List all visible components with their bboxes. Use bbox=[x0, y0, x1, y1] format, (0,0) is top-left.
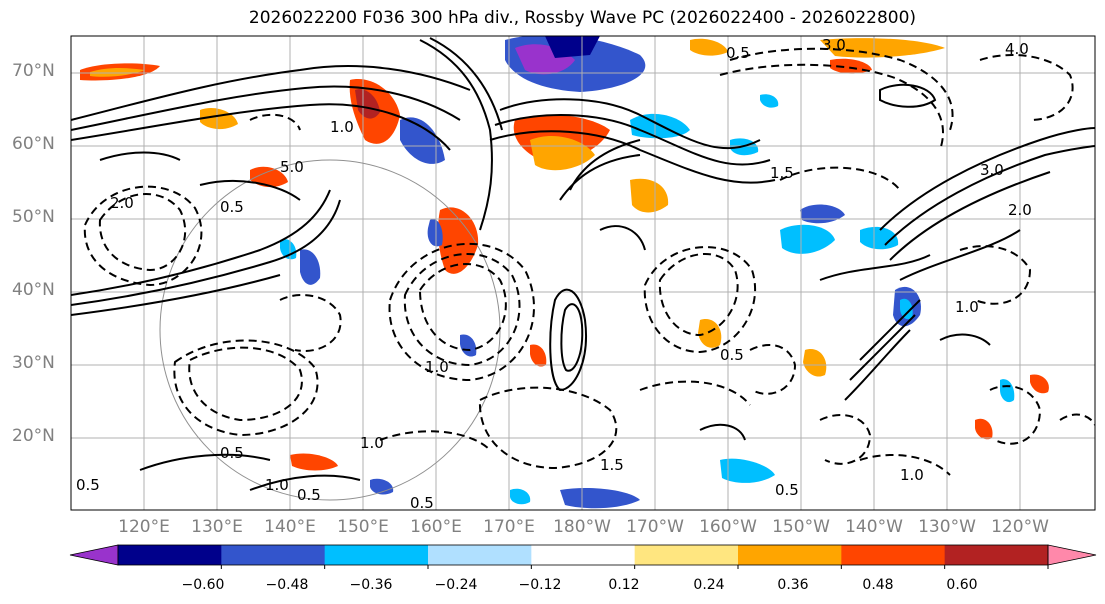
contour-label: 0.5 bbox=[726, 44, 750, 62]
map-title: 2026022200 F036 300 hPa div., Rossby Wav… bbox=[248, 8, 917, 28]
lon-label: 130°W bbox=[918, 517, 976, 537]
dashed-contours bbox=[83, 47, 1095, 476]
solid-contours bbox=[71, 37, 1095, 491]
lat-label: 40°N bbox=[12, 280, 55, 300]
colorbar-segment bbox=[634, 545, 739, 565]
lon-label: 160°W bbox=[699, 517, 757, 537]
lat-label: 70°N bbox=[12, 61, 55, 81]
colorbar-segment bbox=[221, 545, 326, 565]
contour-label: 5.0 bbox=[280, 158, 304, 176]
contour-label: 1.0 bbox=[265, 476, 289, 494]
lat-label: 20°N bbox=[12, 426, 55, 446]
contour-label: 3.0 bbox=[980, 161, 1004, 179]
contour-label: 1.5 bbox=[600, 456, 624, 474]
colorbar-frame bbox=[117, 544, 1049, 566]
lat-label: 30°N bbox=[12, 353, 55, 373]
graticule bbox=[71, 36, 1095, 510]
colorbar-segment bbox=[944, 545, 1049, 565]
colorbar-segment bbox=[118, 545, 222, 565]
lon-label: 140°E bbox=[264, 517, 316, 537]
colorbar-tick: −0.36 bbox=[349, 577, 393, 593]
lat-label: 50°N bbox=[12, 207, 55, 227]
lon-label: 150°W bbox=[772, 517, 830, 537]
lon-label: 170°W bbox=[626, 517, 684, 537]
colorbar-extend-low bbox=[69, 544, 119, 566]
contour-label: 0.5 bbox=[410, 494, 434, 512]
contour-label: 3.0 bbox=[822, 36, 846, 54]
colorbar-tick: −0.12 bbox=[518, 577, 562, 593]
lon-label: 140°W bbox=[845, 517, 903, 537]
contour-label: 0.5 bbox=[76, 476, 100, 494]
colorbar-tick: −0.24 bbox=[434, 577, 478, 593]
colorbar-tick: 0.60 bbox=[946, 577, 978, 593]
contour-label: 0.5 bbox=[775, 481, 799, 499]
colorbar bbox=[69, 544, 1097, 569]
contour-label: 2.0 bbox=[110, 194, 134, 212]
map-frame bbox=[70, 35, 1096, 511]
colorbar-segment bbox=[531, 545, 636, 565]
lon-label: 120°E bbox=[118, 517, 170, 537]
colorbar-segment bbox=[841, 545, 946, 565]
colorbar-extend-high bbox=[1047, 544, 1097, 566]
colorbar-tick: 0.24 bbox=[693, 577, 725, 593]
colorbar-tick: 0.36 bbox=[777, 577, 809, 593]
contour-label: 1.0 bbox=[425, 358, 449, 376]
lon-label: 160°E bbox=[410, 517, 462, 537]
colorbar-segment bbox=[324, 545, 429, 565]
contour-label: 0.5 bbox=[297, 486, 321, 504]
colorbar-tick: 0.48 bbox=[862, 577, 894, 593]
contour-label: 4.0 bbox=[1005, 40, 1029, 58]
lat-label: 60°N bbox=[12, 134, 55, 154]
contour-label: 1.0 bbox=[955, 298, 979, 316]
colorbar-segment bbox=[428, 545, 532, 565]
contour-labels: 3.0 4.0 0.5 2.0 5.0 1.0 1.5 0.5 1.0 0.5 … bbox=[76, 36, 1032, 512]
colorbar-tick: 0.12 bbox=[608, 577, 640, 593]
contour-label: 2.0 bbox=[1008, 201, 1032, 219]
colorbar-tick: −0.60 bbox=[181, 577, 225, 593]
contour-label: 0.5 bbox=[720, 346, 744, 364]
contour-label: 1.0 bbox=[330, 118, 354, 136]
lon-label: 180°W bbox=[553, 517, 611, 537]
contour-label: 1.0 bbox=[900, 466, 924, 484]
lon-label: 120°W bbox=[991, 517, 1049, 537]
divergence-shading bbox=[80, 36, 1049, 509]
contour-label: 1.5 bbox=[770, 164, 794, 182]
lon-label: 130°E bbox=[191, 517, 243, 537]
colorbar-tick: −0.48 bbox=[265, 577, 309, 593]
lon-label: 150°E bbox=[337, 517, 389, 537]
contour-label: 1.0 bbox=[360, 434, 384, 452]
map-plot-area bbox=[71, 36, 1095, 510]
contour-label: 0.5 bbox=[220, 198, 244, 216]
lon-label: 170°E bbox=[483, 517, 535, 537]
contour-label: 0.5 bbox=[220, 444, 244, 462]
colorbar-segment bbox=[738, 545, 842, 565]
